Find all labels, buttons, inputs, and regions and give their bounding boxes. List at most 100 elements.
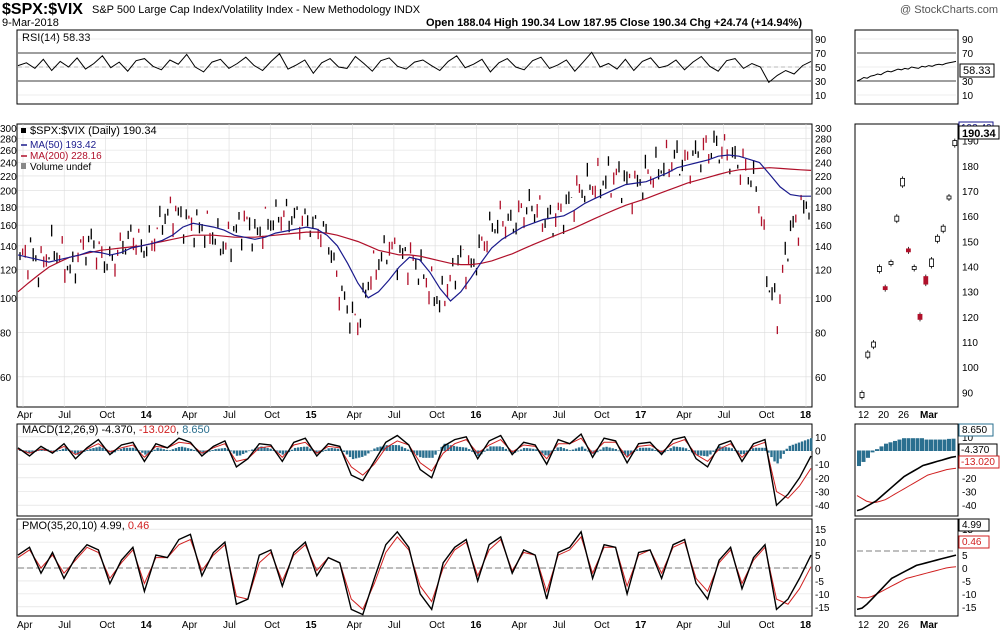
macd-hist-bar bbox=[803, 440, 807, 451]
y-tick-label: -40 bbox=[962, 501, 977, 512]
x-tick-label: 18 bbox=[800, 410, 812, 421]
macd-hist-bar bbox=[879, 446, 884, 451]
y-tick-label: 90 bbox=[962, 388, 974, 399]
macd-hist-bar bbox=[321, 450, 324, 452]
macd-hist-bar bbox=[388, 445, 391, 451]
x-tick-label: Oct bbox=[264, 410, 280, 421]
macd-hist-bar bbox=[687, 450, 691, 451]
macd-hist-bar bbox=[525, 448, 529, 451]
macd-hist-bar bbox=[866, 450, 870, 458]
macd-hist-bar bbox=[495, 446, 498, 451]
x-tick-label: Jul bbox=[388, 410, 401, 421]
macd-panel: 100-10-20-30-40100-10-20-30-40 MACD(12,2… bbox=[16, 423, 1000, 517]
macd-hist-bar bbox=[324, 449, 327, 451]
y-tick-label: 150 bbox=[962, 237, 979, 248]
x-tick-label: Oct bbox=[759, 620, 775, 631]
macd-hist-bar bbox=[370, 450, 373, 452]
macd-label-hist: 8.650 bbox=[182, 424, 210, 436]
symbol-title: $SPX:$VIX bbox=[2, 1, 83, 18]
macd-hist-bar bbox=[226, 448, 230, 451]
pmo-signal-recent bbox=[856, 566, 957, 599]
macd-hist-bar bbox=[422, 450, 425, 458]
macd-hist-bar bbox=[342, 450, 346, 452]
macd-hist-bar bbox=[272, 449, 275, 451]
watermark: @ StockCharts.com bbox=[900, 4, 998, 16]
macd-hist-bar bbox=[700, 450, 703, 456]
macd-hist-bar bbox=[529, 448, 532, 451]
candle bbox=[940, 225, 946, 232]
macd-hist-bar bbox=[419, 450, 422, 458]
quote-line: Open 188.04 High 190.34 Low 187.95 Close… bbox=[426, 17, 802, 29]
macd-hist-bar bbox=[241, 450, 245, 455]
x-tick-label: 16 bbox=[470, 410, 482, 421]
macd-hist-bar bbox=[602, 447, 605, 451]
macd-hist-bar bbox=[605, 446, 608, 451]
y-tick-label: 300 bbox=[0, 124, 17, 135]
macd-hist-bar bbox=[924, 439, 929, 451]
macd-hist-bar bbox=[678, 447, 682, 451]
pmo-signal-value: 0.46 bbox=[962, 537, 982, 548]
macd-hist-bar bbox=[938, 439, 942, 451]
macd-hist-bar bbox=[144, 450, 147, 455]
macd-hist-bar bbox=[893, 440, 897, 451]
macd-hist-bar bbox=[162, 449, 165, 451]
x-tick-label: Oct bbox=[594, 410, 610, 421]
macd-hist-bar bbox=[61, 448, 65, 451]
macd-hist-bar bbox=[669, 448, 672, 451]
x-tick-label: Apr bbox=[676, 410, 692, 421]
y-tick-label: 280 bbox=[815, 135, 832, 146]
candle bbox=[865, 351, 871, 358]
y-tick-label: -15 bbox=[962, 603, 977, 614]
macd-hist-bar bbox=[95, 447, 98, 451]
symbol-description: S&P 500 Large Cap Index/Volatility Index… bbox=[92, 4, 421, 16]
macd-label: MACD(12,26,9) -4.370, -13.020, 8.650 bbox=[22, 424, 210, 436]
x-tick-label: 18 bbox=[800, 620, 812, 631]
macd-hist-bar bbox=[358, 450, 361, 458]
y-tick-label: 180 bbox=[0, 203, 17, 214]
macd-hist-bar bbox=[800, 441, 804, 451]
macd-hist-bar bbox=[857, 450, 861, 467]
macd-hist-bar bbox=[709, 450, 712, 455]
macd-hist-bar bbox=[504, 448, 507, 451]
y-tick-label: 200 bbox=[0, 187, 17, 198]
y-tick-label: 140 bbox=[962, 263, 979, 274]
macd-hist-bar bbox=[617, 450, 620, 452]
x-tick-label: Jul bbox=[718, 410, 731, 421]
macd-hist-bar bbox=[364, 450, 367, 456]
macd-hist-bar bbox=[333, 448, 336, 451]
x-tick-label: Jul bbox=[58, 410, 71, 421]
macd-hist-bar bbox=[73, 450, 77, 454]
candle bbox=[871, 341, 876, 348]
x-tick-label: Apr bbox=[676, 620, 692, 631]
macd-hist-bar bbox=[535, 449, 538, 451]
pmo-line-recent bbox=[856, 554, 957, 611]
candle bbox=[923, 276, 929, 285]
macd-hist-bar bbox=[611, 448, 614, 451]
y-tick-label: 90 bbox=[962, 35, 974, 46]
macd-hist-bar bbox=[238, 450, 242, 456]
macd-hist-bar bbox=[675, 446, 679, 451]
macd-hist-bar bbox=[177, 447, 181, 451]
macd-hist-bar bbox=[761, 447, 764, 451]
macd-hist-bar bbox=[58, 449, 62, 451]
candle bbox=[859, 392, 865, 398]
y-tick-label: 10 bbox=[962, 433, 974, 444]
y-tick-label: 50 bbox=[815, 63, 827, 74]
rsi-label: RSI(14) 58.33 bbox=[22, 32, 90, 44]
x-tick-label: 12 bbox=[858, 620, 870, 631]
x-tick-label: Jul bbox=[223, 620, 236, 631]
macd-hist-bar bbox=[86, 449, 89, 451]
macd-hist-bar bbox=[290, 449, 294, 451]
macd-hist-bar bbox=[116, 450, 120, 451]
macd-hist-bar bbox=[733, 450, 737, 451]
macd-hist-bar bbox=[211, 450, 214, 451]
macd-hist-bar bbox=[299, 447, 303, 451]
candle bbox=[929, 258, 934, 267]
y-tick-label: 120 bbox=[815, 266, 832, 277]
macd-hist-bar bbox=[461, 447, 465, 451]
macd-hist-bar bbox=[629, 450, 633, 455]
macd-hist-bar bbox=[122, 447, 126, 451]
macd-hist-bar bbox=[168, 450, 172, 451]
macd-hist-bar bbox=[376, 447, 379, 451]
y-tick-label: 70 bbox=[962, 49, 974, 60]
